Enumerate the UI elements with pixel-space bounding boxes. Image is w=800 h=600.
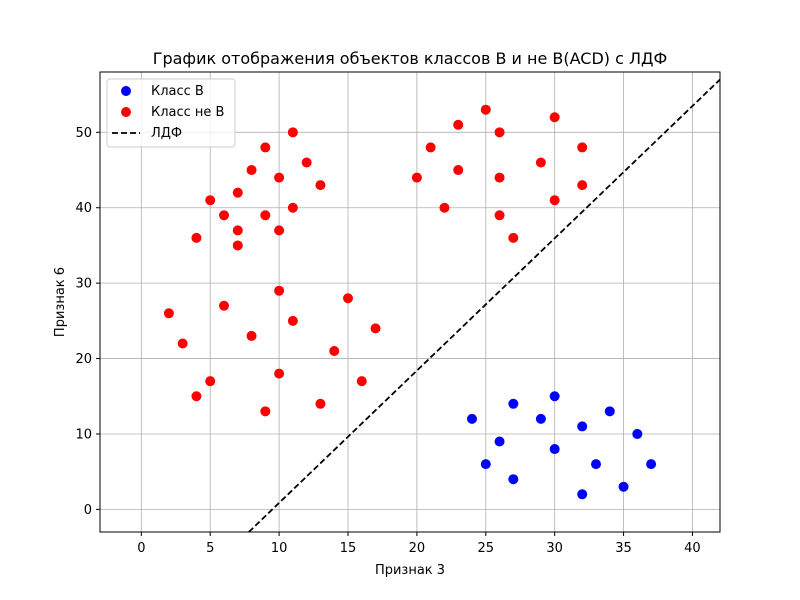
x-axis-ticks: 0 5 10 15 20 25 30 35 40 bbox=[137, 532, 701, 556]
class-not-b-point bbox=[246, 165, 257, 176]
x-tick-label: 0 bbox=[137, 541, 145, 556]
class-not-b-point bbox=[453, 165, 464, 176]
class-b-point bbox=[480, 459, 491, 470]
class-not-b-point bbox=[535, 157, 546, 168]
x-tick-label: 30 bbox=[546, 541, 563, 556]
class-b-point bbox=[604, 406, 615, 417]
class-not-b-point bbox=[274, 368, 285, 379]
class-not-b-point bbox=[315, 180, 326, 191]
legend-label-class-not-b: Класс не B bbox=[151, 105, 224, 120]
class-b-point bbox=[591, 459, 601, 470]
x-tick-label: 10 bbox=[271, 541, 288, 556]
class-not-b-point bbox=[439, 202, 450, 213]
legend-marker-class-b bbox=[121, 86, 131, 96]
class-not-b-point bbox=[343, 293, 353, 304]
x-tick-label: 20 bbox=[409, 541, 426, 556]
class-not-b-point bbox=[301, 157, 312, 168]
y-tick-label: 20 bbox=[75, 352, 92, 367]
legend-box bbox=[106, 78, 236, 148]
class-not-b-point bbox=[370, 323, 381, 334]
x-axis-label: Признак 3 bbox=[375, 563, 445, 578]
class-not-b-point bbox=[232, 187, 243, 198]
class-not-b-point bbox=[494, 210, 505, 221]
class-not-b-point bbox=[315, 398, 326, 409]
y-tick-label: 30 bbox=[75, 277, 92, 292]
class-not-b-point bbox=[260, 406, 271, 417]
class-b-point bbox=[646, 459, 657, 470]
x-tick-label: 25 bbox=[478, 541, 495, 556]
data-points bbox=[163, 104, 657, 500]
y-tick-label: 50 bbox=[75, 126, 92, 141]
class-not-b-point bbox=[232, 225, 243, 236]
x-tick-label: 40 bbox=[684, 541, 701, 556]
ldf-line-layer bbox=[248, 78, 721, 533]
class-not-b-point bbox=[453, 119, 464, 130]
y-tick-label: 0 bbox=[84, 503, 92, 518]
legend-label-class-b: Класс B bbox=[151, 84, 204, 99]
plot-frame bbox=[99, 71, 721, 533]
y-tick-label: 40 bbox=[75, 201, 92, 216]
class-not-b-point bbox=[480, 104, 491, 115]
class-not-b-point bbox=[274, 172, 285, 183]
y-axis-ticks: 0 10 20 30 40 50 bbox=[75, 126, 100, 518]
class-b-point bbox=[467, 413, 477, 424]
y-tick-label: 10 bbox=[75, 427, 92, 442]
legend: Класс B Класс не B ЛДФ bbox=[106, 78, 236, 148]
class-not-b-point bbox=[191, 232, 202, 243]
class-not-b-point bbox=[205, 195, 216, 206]
class-not-b-point bbox=[163, 308, 174, 319]
y-axis-label: Признак 6 bbox=[53, 267, 68, 337]
class-not-b-point bbox=[274, 285, 285, 296]
class-not-b-point bbox=[219, 300, 229, 311]
legend-marker-class-not-b bbox=[121, 107, 131, 117]
ldf-line bbox=[248, 78, 721, 533]
class-not-b-point bbox=[246, 330, 257, 341]
class-not-b-point bbox=[425, 142, 436, 153]
class-not-b-point bbox=[260, 142, 271, 153]
class-b-point bbox=[577, 489, 588, 500]
grid bbox=[100, 72, 720, 532]
class-not-b-point bbox=[287, 127, 298, 138]
x-tick-label: 5 bbox=[206, 541, 214, 556]
class-not-b-point bbox=[177, 338, 188, 349]
chart-title: График отображения объектов классов B и … bbox=[153, 49, 668, 68]
class-not-b-point bbox=[287, 202, 298, 213]
class-b-point bbox=[577, 421, 588, 432]
class-not-b-point bbox=[494, 172, 505, 183]
class-not-b-point bbox=[508, 232, 519, 243]
class-b-point bbox=[618, 481, 629, 492]
class-not-b-point bbox=[232, 240, 243, 251]
class-not-b-point bbox=[356, 376, 367, 387]
class-not-b-point bbox=[577, 142, 588, 153]
class-not-b-point bbox=[260, 210, 271, 221]
class-not-b-point bbox=[205, 376, 216, 387]
x-tick-label: 35 bbox=[615, 541, 632, 556]
class-b-point bbox=[632, 428, 643, 439]
class-not-b-point bbox=[287, 315, 298, 326]
class-not-b-point bbox=[191, 391, 202, 402]
x-tick-label: 15 bbox=[340, 541, 357, 556]
class-not-b-point bbox=[577, 180, 588, 191]
class-not-b-point bbox=[549, 195, 560, 206]
class-not-b-point bbox=[411, 172, 422, 183]
class-not-b-point bbox=[329, 346, 340, 357]
class-b-point bbox=[508, 474, 519, 485]
legend-label-ldf: ЛДФ bbox=[151, 126, 182, 141]
class-not-b-point bbox=[549, 112, 560, 123]
class-b-point bbox=[535, 413, 546, 424]
class-not-b-point bbox=[219, 210, 229, 221]
class-b-point bbox=[508, 398, 519, 409]
class-not-b-point bbox=[494, 127, 505, 138]
class-b-point bbox=[549, 391, 560, 402]
class-not-b-point bbox=[274, 225, 285, 236]
class-b-point bbox=[549, 444, 560, 455]
class-b-point bbox=[494, 436, 505, 447]
